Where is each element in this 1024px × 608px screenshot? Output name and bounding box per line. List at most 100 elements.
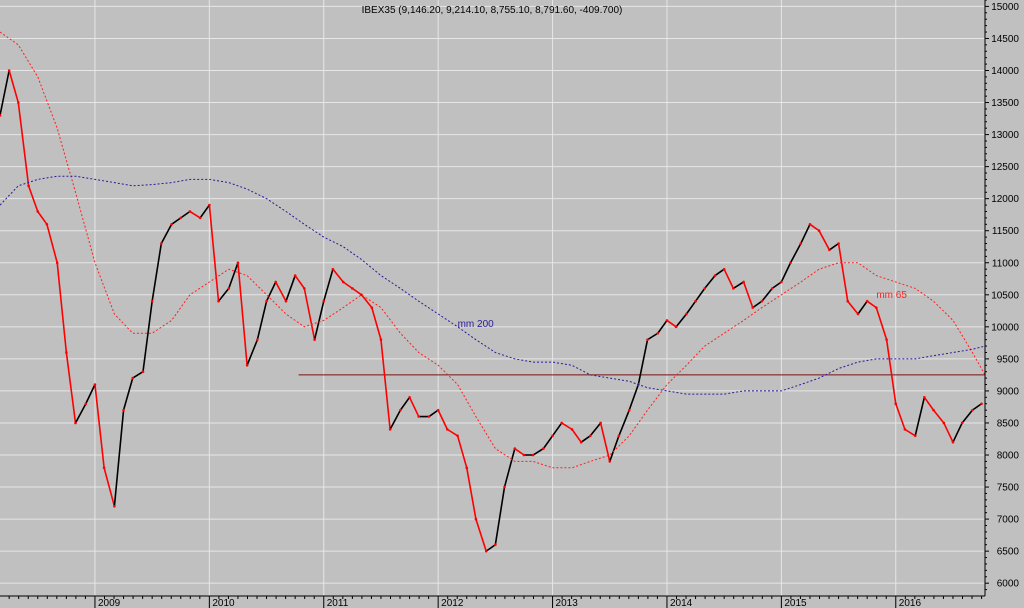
- price-segment: [666, 319, 677, 328]
- price-point: [274, 280, 278, 284]
- price-segment: [809, 223, 820, 232]
- price-point: [188, 210, 192, 213]
- price-point: [370, 306, 374, 309]
- price-segment: [846, 300, 859, 315]
- price-segment: [694, 287, 706, 303]
- y-tick-label: 6500: [997, 547, 1020, 558]
- y-tick-label: 9500: [997, 354, 1020, 365]
- y-tick-label: 11500: [992, 226, 1020, 237]
- price-segment: [551, 422, 563, 437]
- price-segment: [580, 434, 592, 443]
- y-tick-label: 13000: [991, 130, 1019, 141]
- price-segment: [65, 351, 77, 424]
- price-point: [217, 299, 220, 303]
- price-point: [617, 434, 621, 438]
- price-point: [293, 274, 297, 277]
- price-point: [379, 338, 383, 341]
- x-tick-label: 2012: [441, 598, 464, 608]
- price-point: [742, 280, 745, 284]
- price-point: [560, 421, 564, 425]
- price-segment: [514, 447, 525, 456]
- price-point: [980, 402, 983, 406]
- price-point: [760, 299, 764, 303]
- y-tick-label: 9000: [997, 386, 1020, 397]
- price-segment: [542, 434, 554, 450]
- price-point: [303, 287, 306, 290]
- chart-title: IBEX35 (9,146.20, 9,214.10, 8,755.10, 8,…: [362, 5, 623, 16]
- y-tick-label: 14000: [991, 66, 1019, 77]
- price-segment: [103, 467, 116, 508]
- y-tick-label: 8500: [997, 418, 1020, 429]
- x-tick-label: 2013: [556, 598, 579, 608]
- price-segment: [961, 409, 974, 424]
- price-segment: [599, 422, 611, 463]
- price-point: [494, 543, 497, 547]
- price-segment: [56, 261, 68, 354]
- price-point: [722, 267, 726, 271]
- price-segment: [122, 377, 134, 411]
- price-segment: [866, 300, 878, 309]
- price-segment: [85, 383, 96, 405]
- price-point: [84, 402, 88, 406]
- price-point: [865, 299, 869, 303]
- x-tick-label: 2014: [670, 598, 693, 608]
- price-segment: [646, 332, 659, 341]
- price-segment: [923, 396, 935, 411]
- annotation-layer: mm 200 mm 65: [458, 290, 908, 330]
- price-segment: [800, 223, 811, 245]
- price-segment: [780, 261, 792, 283]
- price-segment: [894, 402, 906, 431]
- price-segment: [608, 434, 620, 463]
- price-segment: [179, 210, 191, 219]
- price-point: [808, 223, 812, 226]
- price-point: [971, 408, 974, 412]
- price-point: [646, 338, 649, 341]
- price-segment: [732, 281, 745, 290]
- price-point: [770, 287, 774, 290]
- price-point: [198, 216, 202, 220]
- price-layer: [0, 69, 983, 553]
- price-segment: [761, 287, 774, 303]
- price-point: [885, 338, 888, 341]
- price-segment: [189, 210, 202, 219]
- ma65-label: mm 65: [876, 290, 907, 301]
- price-point: [951, 440, 955, 444]
- price-point: [36, 210, 40, 213]
- price-point: [27, 184, 30, 188]
- price-segment: [246, 338, 259, 367]
- price-point: [160, 242, 163, 245]
- price-point: [799, 242, 803, 245]
- price-segment: [685, 300, 697, 315]
- price-point: [417, 415, 421, 418]
- price-point: [55, 261, 59, 265]
- price-point: [542, 447, 545, 450]
- price-segment: [160, 223, 173, 245]
- price-point: [179, 216, 183, 220]
- y-tick-label: 10500: [991, 290, 1019, 301]
- price-segment: [437, 409, 449, 431]
- price-segment: [428, 409, 439, 418]
- price-point: [903, 428, 907, 431]
- price-segment: [456, 434, 468, 469]
- price-point: [732, 287, 735, 290]
- price-point: [875, 306, 878, 309]
- price-point: [894, 402, 898, 406]
- price-point: [627, 408, 631, 412]
- price-point: [570, 428, 574, 431]
- price-point: [685, 312, 688, 316]
- price-segment: [217, 287, 230, 303]
- price-segment: [228, 261, 239, 290]
- price-segment: [265, 281, 277, 303]
- price-segment: [952, 422, 963, 443]
- y-tick-label: 7000: [997, 515, 1020, 526]
- y-tick-label: 8000: [997, 451, 1020, 462]
- price-segment: [914, 396, 926, 437]
- price-point: [265, 299, 268, 303]
- price-segment: [199, 204, 211, 219]
- price-point: [284, 299, 288, 303]
- price-point: [45, 223, 49, 226]
- price-segment: [475, 518, 488, 552]
- price-segment: [837, 242, 849, 303]
- price-point: [551, 434, 554, 438]
